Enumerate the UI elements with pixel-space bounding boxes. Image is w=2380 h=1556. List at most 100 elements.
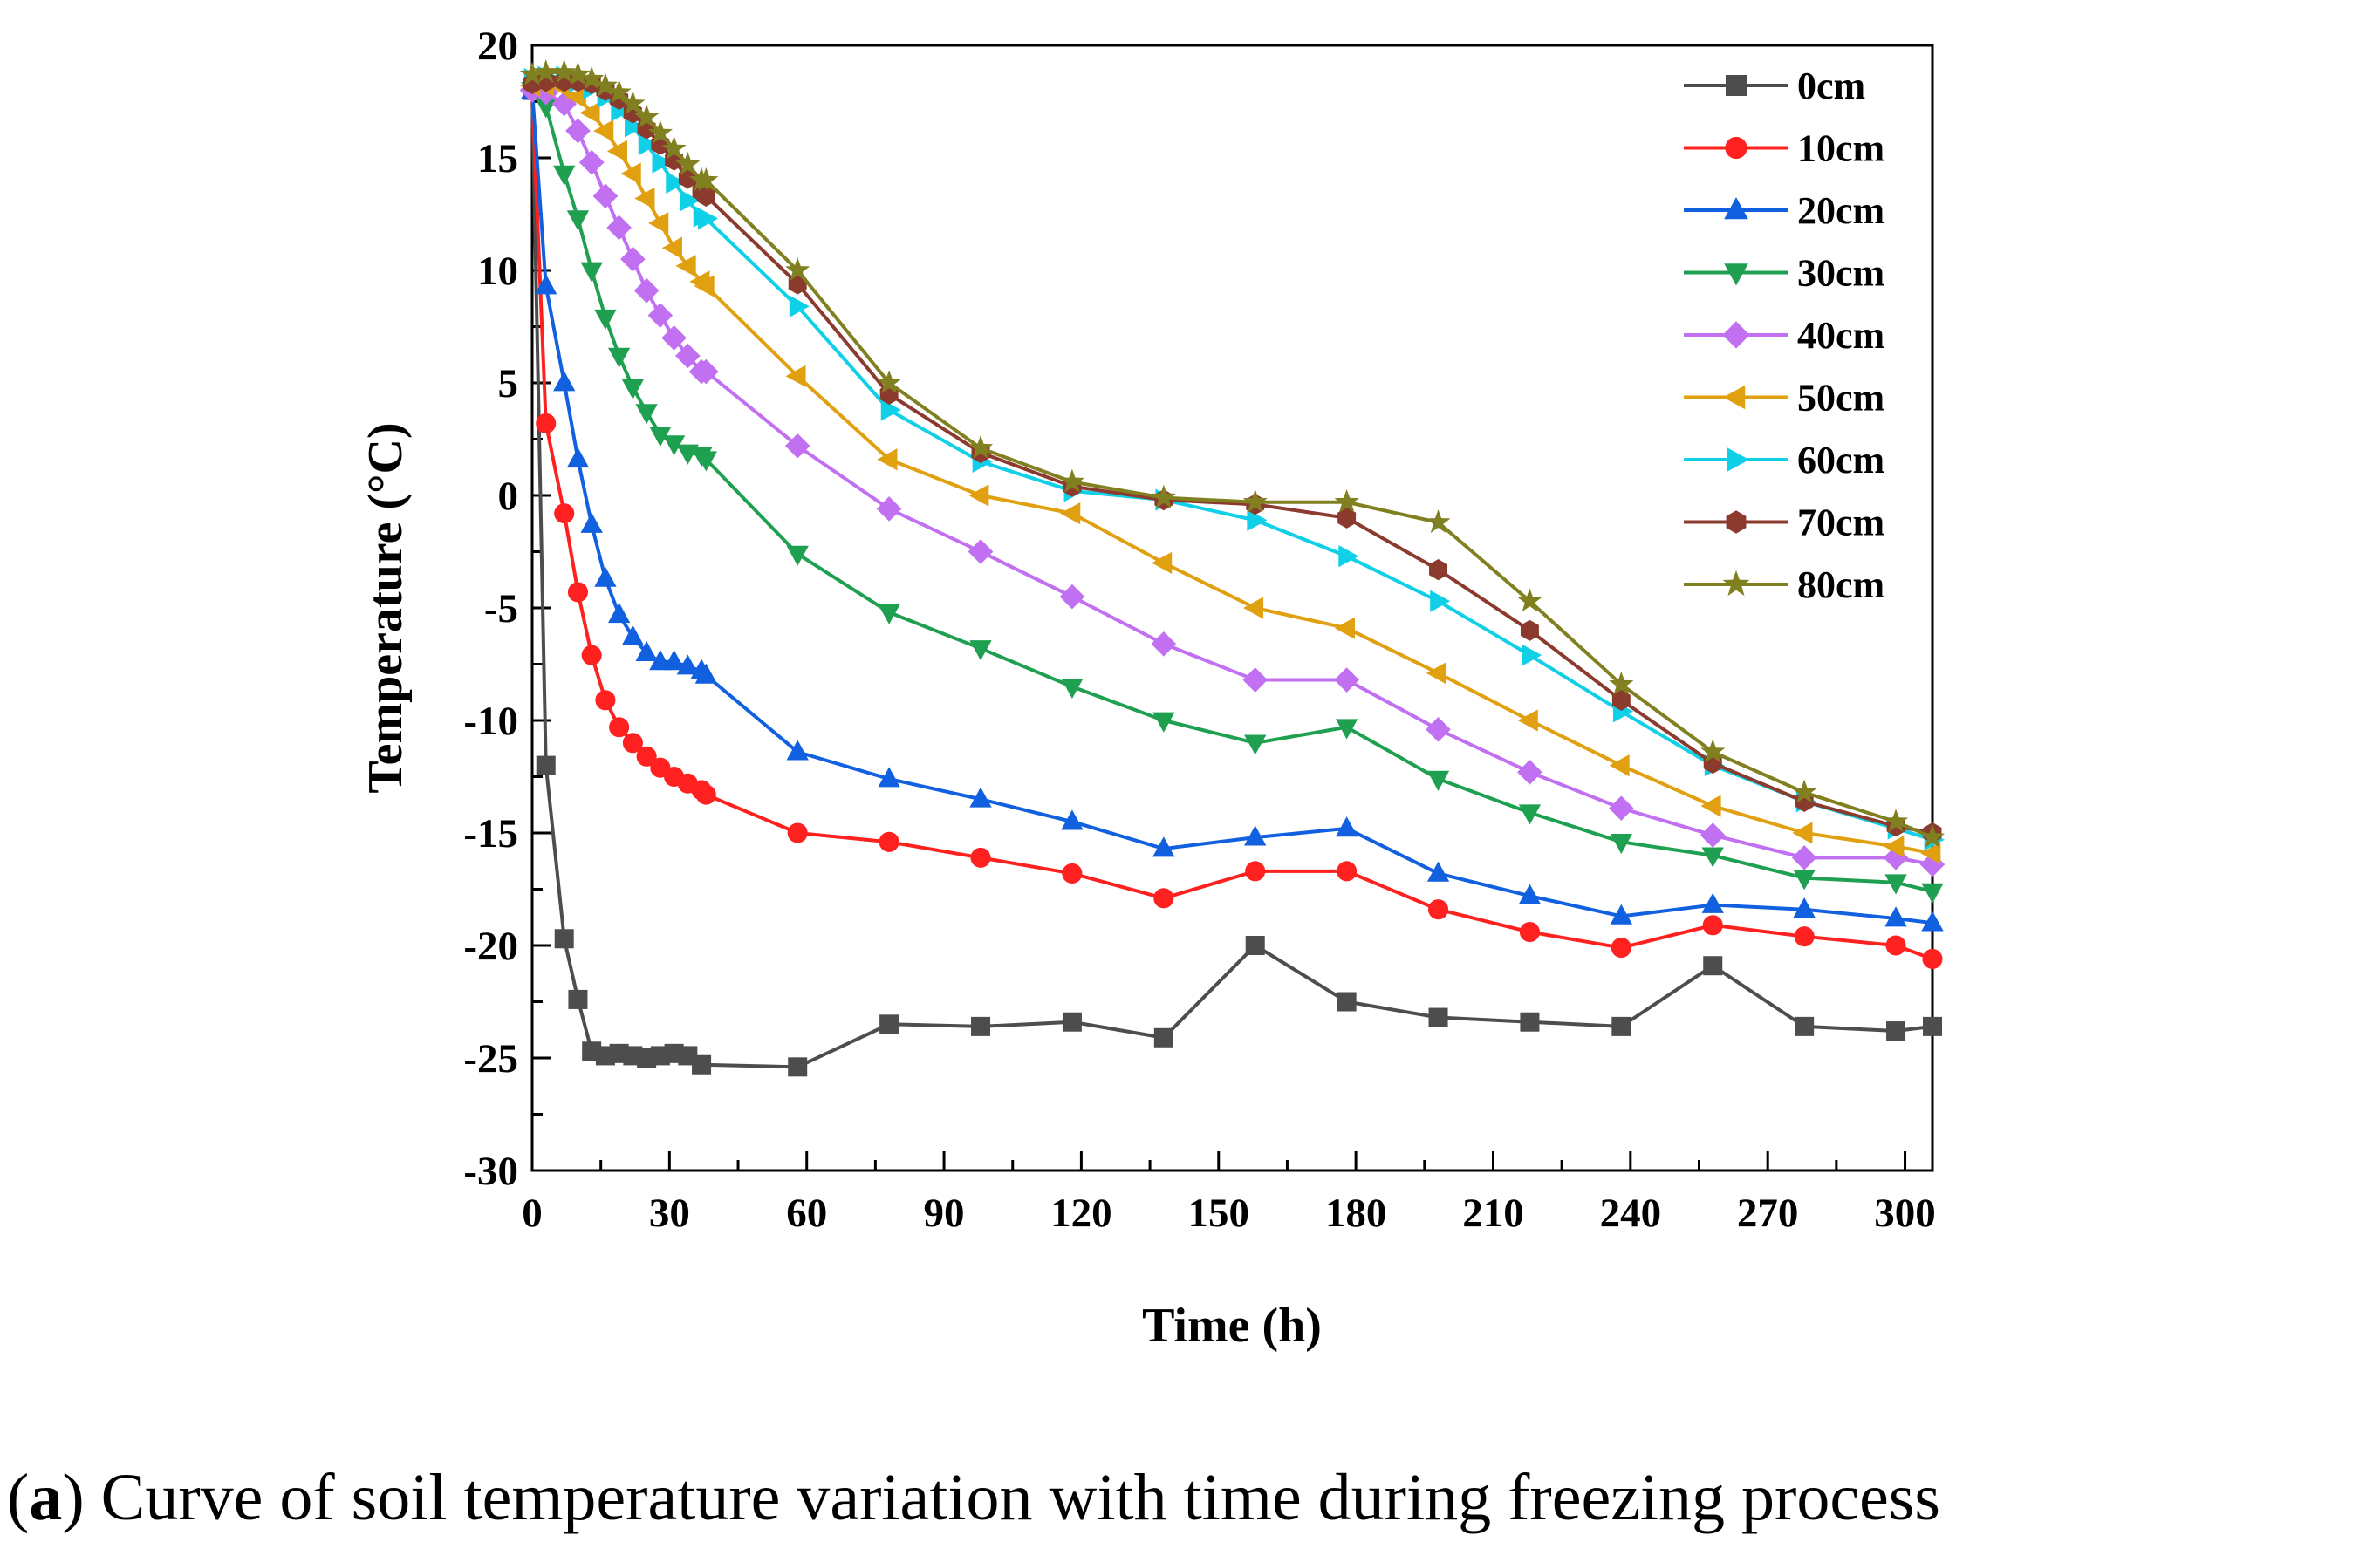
y-tick-label: -10: [463, 699, 518, 744]
data-point-marker: [679, 189, 701, 212]
x-axis-title: Time (h): [1142, 1299, 1322, 1353]
data-point-marker: [1430, 590, 1451, 612]
data-point-marker: [1426, 509, 1451, 533]
data-point-marker: [594, 566, 617, 587]
data-point-marker: [876, 496, 902, 522]
data-point-marker: [533, 59, 558, 83]
data-point-marker: [1700, 795, 1721, 817]
data-point-marker: [1727, 447, 1749, 472]
data-point-marker: [1702, 915, 1723, 936]
data-point-marker: [1519, 921, 1540, 943]
data-point-marker: [1725, 136, 1747, 160]
data-point-marker: [1921, 911, 1944, 932]
data-point-marker: [1247, 508, 1268, 532]
data-point-marker: [675, 343, 701, 369]
data-point-marker: [1884, 835, 1905, 858]
y-tick-label: -5: [484, 586, 518, 631]
y-tick-label: -20: [463, 924, 518, 969]
data-point-marker: [620, 246, 646, 272]
data-point-marker: [968, 539, 994, 564]
data-point-marker: [1245, 936, 1265, 955]
data-point-marker: [594, 309, 617, 330]
data-point-marker: [675, 255, 696, 277]
plot-area: -30 -25 -20 -15 -10 -5 0 5 10 15 20 0 30 60 90 120 150 1…: [463, 24, 1946, 1236]
data-point-marker: [1792, 779, 1817, 803]
data-point-marker: [1062, 863, 1083, 884]
data-point-marker: [1792, 822, 1813, 844]
data-point-marker: [878, 767, 900, 788]
series-line: [531, 88, 1933, 867]
caption-label: a: [29, 1461, 62, 1534]
data-point-marker: [551, 59, 577, 83]
data-point-marker: [1700, 822, 1726, 848]
x-tick-label: 150: [1188, 1191, 1250, 1236]
data-point-marker: [1610, 904, 1632, 925]
data-point-marker: [694, 275, 715, 297]
legend-item: 70cm: [1684, 502, 1884, 544]
data-point-marker: [1153, 888, 1174, 909]
series-30cm: [521, 82, 1944, 904]
data-point-marker: [694, 451, 717, 472]
data-point-marker: [1793, 870, 1816, 891]
data-point-marker: [1724, 197, 1748, 220]
legend-label: 0cm: [1797, 65, 1865, 107]
data-point-marker: [1611, 689, 1631, 711]
data-point-marker: [636, 746, 657, 767]
data-point-marker: [566, 447, 590, 468]
data-point-marker: [580, 262, 603, 283]
data-point-marker: [634, 187, 655, 210]
legend-label: 60cm: [1797, 439, 1884, 481]
data-point-marker: [554, 929, 574, 949]
data-point-marker: [1242, 667, 1269, 693]
data-point-marker: [1520, 619, 1539, 641]
data-point-marker: [565, 118, 591, 144]
data-point-marker: [1794, 926, 1815, 947]
data-point-marker: [568, 989, 588, 1009]
data-point-marker: [554, 503, 575, 524]
data-point-marker: [536, 755, 556, 775]
data-point-marker: [608, 602, 631, 624]
data-point-marker: [551, 91, 578, 117]
y-tick-label: -30: [463, 1149, 518, 1194]
data-point-marker: [1920, 842, 1941, 864]
data-point-marker: [969, 640, 992, 661]
data-point-marker: [1722, 570, 1750, 597]
data-point-marker: [1242, 597, 1264, 619]
data-point-marker: [1610, 833, 1632, 855]
data-point-marker: [620, 162, 641, 185]
data-point-marker: [638, 133, 659, 156]
legend-label: 40cm: [1797, 314, 1884, 357]
data-point-marker: [1152, 836, 1175, 857]
data-point-marker: [1335, 816, 1358, 837]
data-point-marker: [1429, 559, 1448, 581]
data-point-marker: [1724, 263, 1748, 286]
data-point-marker: [1793, 897, 1816, 918]
data-point-marker: [592, 183, 619, 209]
data-point-marker: [696, 185, 715, 207]
data-point-marker: [553, 371, 576, 392]
data-point-marker: [666, 171, 687, 194]
series-0cm: [523, 80, 1942, 1077]
caption-text: Curve of soil temperature variation with…: [101, 1461, 1940, 1534]
data-point-marker: [1059, 468, 1085, 493]
figure-caption: (a) Curve of soil temperature variation …: [7, 1461, 1940, 1534]
y-tick-label: 10: [477, 249, 518, 294]
data-point-marker: [622, 733, 643, 754]
series-line: [530, 90, 1933, 961]
data-point-marker: [1886, 1021, 1906, 1041]
data-point-marker: [786, 545, 809, 566]
data-point-marker: [581, 645, 602, 665]
data-point-marker: [565, 85, 586, 108]
data-point-marker: [1609, 671, 1634, 695]
data-point-marker: [1611, 938, 1631, 959]
data-point-marker: [1061, 678, 1084, 700]
data-point-marker: [595, 690, 616, 711]
data-point-marker: [1061, 809, 1084, 830]
data-point-marker: [1518, 884, 1542, 904]
data-point-marker: [788, 1057, 808, 1077]
data-point-marker: [1884, 874, 1907, 895]
data-point-marker: [635, 404, 658, 425]
series-line: [530, 89, 1933, 894]
data-point-marker: [695, 784, 716, 805]
